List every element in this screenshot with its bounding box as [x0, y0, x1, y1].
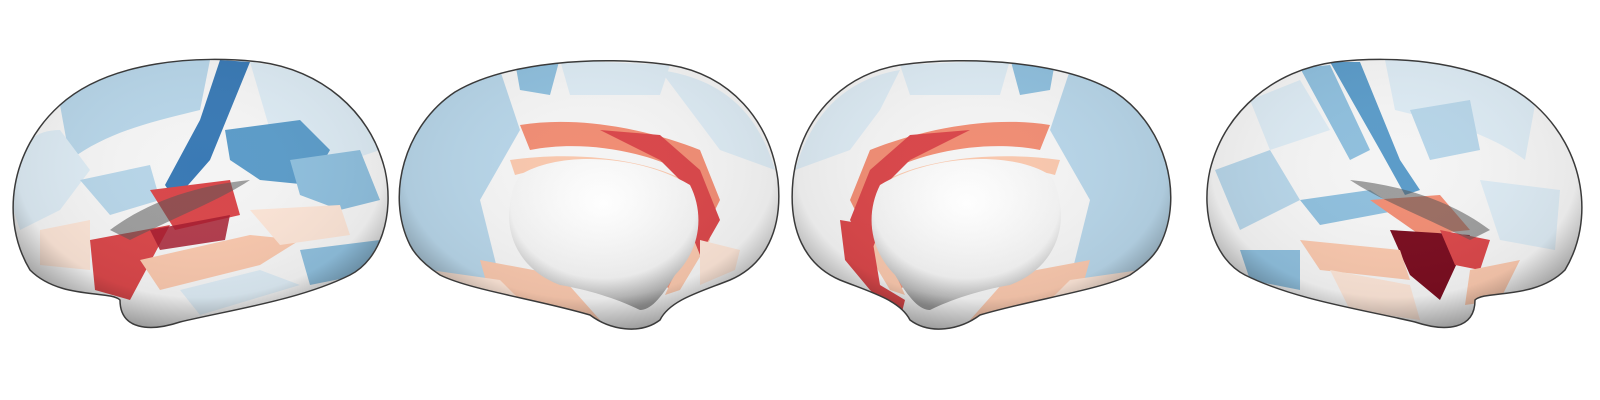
- left-medial-view: [398, 59, 780, 330]
- left-lateral-view: [12, 58, 389, 329]
- right-medial-view: [791, 59, 1172, 330]
- right-lateral-view: [1206, 58, 1583, 329]
